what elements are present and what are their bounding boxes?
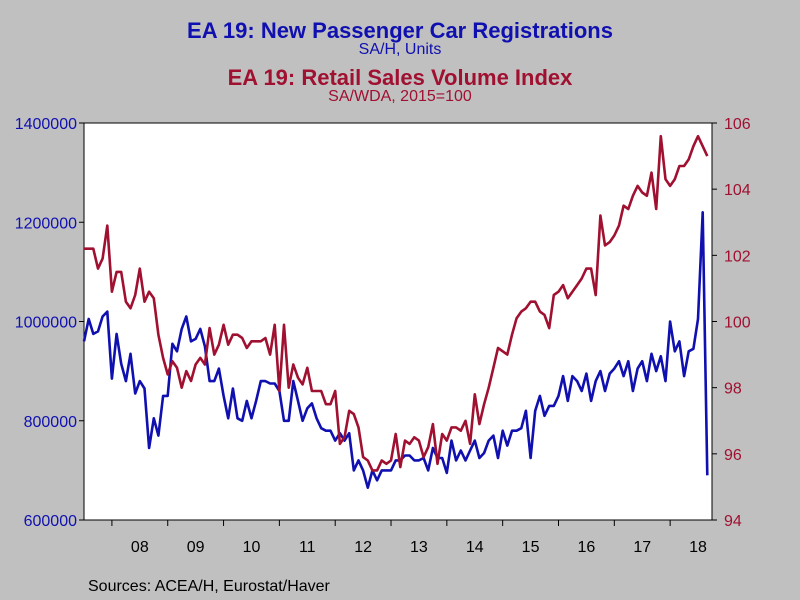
x-tick-label: 15 [522, 539, 540, 556]
left-y-tick-label: 600000 [24, 513, 77, 530]
series-line-retail-sales [84, 134, 709, 472]
source-note: Sources: ACEA/H, Eurostat/Haver [88, 578, 330, 595]
right-y-tick-label: 100 [724, 315, 751, 332]
series-line-car-registrations [82, 211, 709, 490]
chart-title-2: EA 19: Retail Sales Volume Index [227, 65, 573, 90]
chart-title-1: EA 19: New Passenger Car Registrations [187, 18, 613, 43]
x-tick-label: 13 [410, 539, 428, 556]
x-tick-label: 17 [633, 539, 651, 556]
x-tick-label: 18 [689, 539, 707, 556]
right-y-tick-label: 94 [724, 513, 742, 530]
left-y-tick-label: 800000 [24, 414, 77, 431]
x-tick-label: 12 [354, 539, 372, 556]
chart-subtitle-2: SA/WDA, 2015=100 [328, 88, 472, 105]
left-y-tick-label: 1400000 [15, 116, 77, 133]
right-y-tick-label: 96 [724, 447, 742, 464]
x-tick-label: 10 [243, 539, 261, 556]
right-y-tick-label: 106 [724, 116, 751, 133]
left-y-tick-label: 1200000 [15, 215, 77, 232]
left-y-tick-label: 1000000 [15, 315, 77, 332]
right-y-tick-label: 102 [724, 248, 751, 265]
chart-subtitle-1: SA/H, Units [358, 41, 442, 58]
x-tick-label: 08 [131, 539, 149, 556]
x-tick-label: 16 [578, 539, 596, 556]
x-tick-label: 09 [187, 539, 205, 556]
right-y-tick-label: 104 [724, 182, 751, 199]
x-tick-label: 14 [466, 539, 484, 556]
x-tick-label: 11 [299, 539, 316, 556]
right-y-tick-label: 98 [724, 381, 742, 398]
